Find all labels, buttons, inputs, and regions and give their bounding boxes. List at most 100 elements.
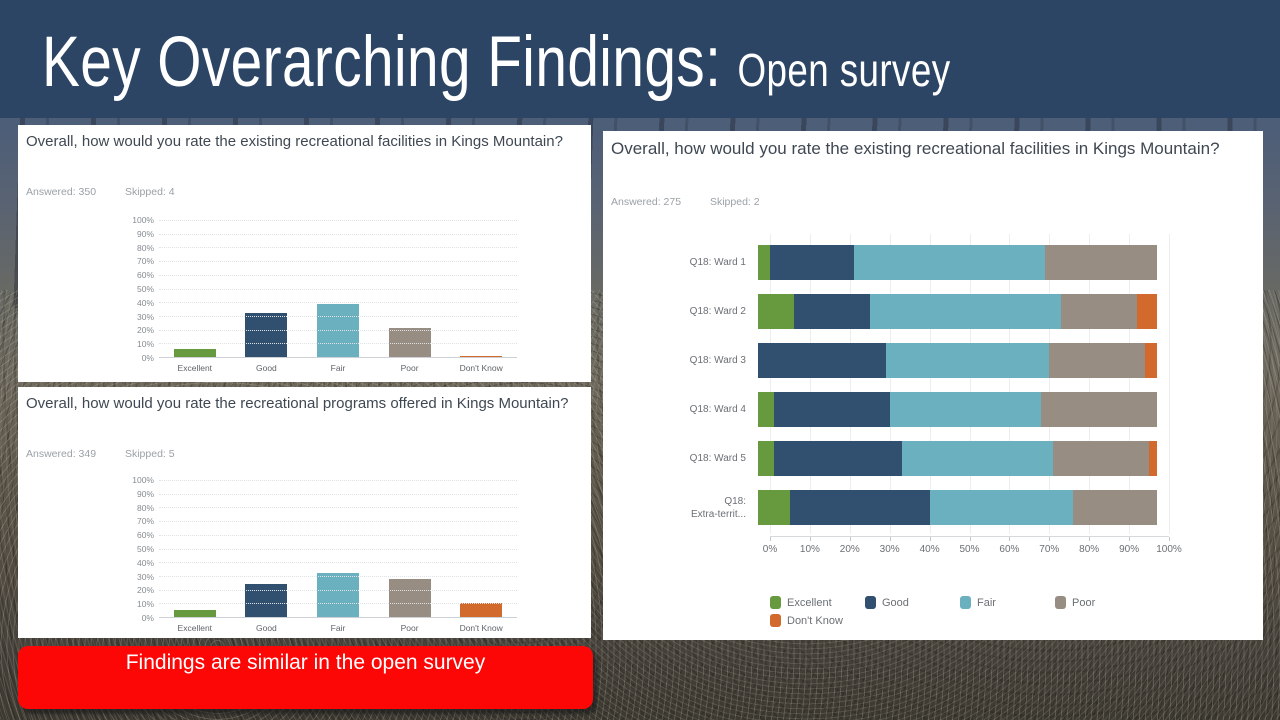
gridline <box>969 234 971 534</box>
gridline <box>159 575 517 577</box>
y-axis-tick-label: 80% <box>136 242 154 253</box>
gridline <box>159 274 517 276</box>
gridline <box>1169 234 1170 534</box>
segment-poor <box>1073 490 1157 525</box>
y-axis-tick-label: 0% <box>141 613 154 623</box>
y-axis-tick-label: 20% <box>136 325 154 336</box>
legend-label: Fair <box>977 596 996 609</box>
x-axis-category-label: Poor <box>400 623 419 633</box>
segment-excellent <box>758 245 770 280</box>
legend-label: Poor <box>1072 596 1096 609</box>
stacked-bar-row: Q18: Extra-territ... <box>611 483 1169 532</box>
segment-good <box>758 343 886 378</box>
segment-good <box>773 392 890 427</box>
segment-don-t-know <box>1148 441 1157 476</box>
legend-label: Don't Know <box>787 614 843 627</box>
x-axis-tick-label: 100% <box>1156 544 1182 555</box>
y-axis-tick-label: 90% <box>136 488 154 499</box>
y-axis-tick-label: 0% <box>141 353 154 363</box>
y-axis-tick-label: 50% <box>136 284 154 294</box>
x-axis-category-label: Good <box>255 363 277 373</box>
gridline <box>159 480 517 481</box>
y-axis-tick-label: 80% <box>136 502 154 513</box>
stacked-bar-track <box>758 343 1157 378</box>
gridline <box>159 603 517 605</box>
gridline <box>1129 234 1131 534</box>
gridline <box>159 261 517 263</box>
gridline <box>159 315 517 317</box>
answered-count: Answered: 350 <box>26 186 97 198</box>
row-label: Q18: Ward 3 <box>689 355 746 366</box>
answered-count: Answered: 275 <box>611 196 682 208</box>
callout-banner-text: Findings are similar in the open survey <box>125 651 486 674</box>
legend-item-excellent: Excellent <box>770 596 865 609</box>
x-axis-tick-label: 90% <box>1119 544 1140 555</box>
y-axis-tick-label: 100% <box>132 475 154 485</box>
bar-slot <box>231 220 303 357</box>
legend-swatch-good <box>865 596 876 609</box>
bar-slot <box>445 220 517 357</box>
gridline <box>159 548 517 550</box>
y-axis-tick-label: 30% <box>136 311 154 322</box>
x-axis-tick-label: 40% <box>919 544 940 555</box>
x-axis-category-label: Excellent <box>177 363 213 373</box>
gridline <box>770 234 771 534</box>
gridline <box>159 507 517 509</box>
y-axis-tick-label: 90% <box>136 228 154 239</box>
gridline <box>929 234 931 534</box>
segment-good <box>789 490 930 525</box>
segment-excellent <box>758 294 794 329</box>
question-title: Overall, how would you rate the existing… <box>611 139 1220 158</box>
segment-excellent <box>758 392 774 427</box>
y-axis-tick-label: 60% <box>136 530 154 541</box>
gridline <box>809 234 811 534</box>
gridline <box>159 302 517 304</box>
y-axis-tick-label: 10% <box>136 339 154 350</box>
gridline <box>159 562 517 564</box>
row-label: Q18: Extra-territ... <box>690 495 746 520</box>
x-axis-tick-label: 10% <box>799 544 820 555</box>
gridline <box>1049 234 1051 534</box>
segment-fair <box>889 392 1042 427</box>
legend-swatch-poor <box>1055 596 1066 609</box>
gridline <box>159 220 517 221</box>
y-axis-tick-label: 100% <box>132 215 154 225</box>
bar-slot <box>445 480 517 617</box>
x-axis: 0% 10% 20% 30% 40% 50% 60% 70% 80% 90% 100% <box>763 536 1182 558</box>
segment-poor <box>1053 441 1149 476</box>
bars-container <box>159 480 517 617</box>
segment-good <box>773 441 902 476</box>
gridline <box>1009 234 1011 534</box>
legend-swatch-fair <box>960 596 971 609</box>
y-axis: 100% 90% 80% 70% 60% 50% 40% 30% 20% 10% 0% <box>121 475 159 623</box>
plot-area <box>159 480 517 618</box>
x-axis-tick-label: 70% <box>1039 544 1060 555</box>
stacked-bar-row: Q18: Ward 2 <box>611 287 1169 336</box>
chart-card-facilities-bar: Overall, how would you rate the existing… <box>18 125 591 382</box>
gridline <box>159 233 517 235</box>
bar-slot <box>374 480 446 617</box>
y-axis-tick-label: 70% <box>136 256 154 267</box>
gridline <box>159 247 517 249</box>
slide-title-sub: Open survey <box>737 44 951 96</box>
answered-count: Answered: 349 <box>26 448 97 460</box>
gridline <box>159 534 517 536</box>
x-axis-labels: Excellent Good Fair Poor Don't Know <box>159 623 517 633</box>
segment-poor <box>1061 294 1138 329</box>
legend-label: Excellent <box>787 596 832 609</box>
segment-poor <box>1045 245 1157 280</box>
y-axis-tick-label: 50% <box>136 544 154 554</box>
skipped-count: Skipped: 5 <box>124 448 175 460</box>
gridline <box>159 329 517 331</box>
chart-card-facilities-by-ward: Overall, how would you rate the existing… <box>603 131 1263 640</box>
x-axis-tick-mark <box>1009 537 1011 541</box>
y-axis: 100% 90% 80% 70% 60% 50% 40% 30% 20% 10% 0% <box>121 215 159 363</box>
plot-area <box>159 220 517 358</box>
segment-fair <box>853 245 1046 280</box>
y-axis-tick-label: 70% <box>136 516 154 527</box>
y-axis-tick-label: 40% <box>136 557 154 568</box>
x-axis-labels: Excellent Good Fair Poor Don't Know <box>159 363 517 373</box>
row-label: Q18: Ward 5 <box>689 453 746 464</box>
x-axis-tick-label: 30% <box>879 544 900 555</box>
question-title: Overall, how would you rate the recreati… <box>26 395 569 412</box>
